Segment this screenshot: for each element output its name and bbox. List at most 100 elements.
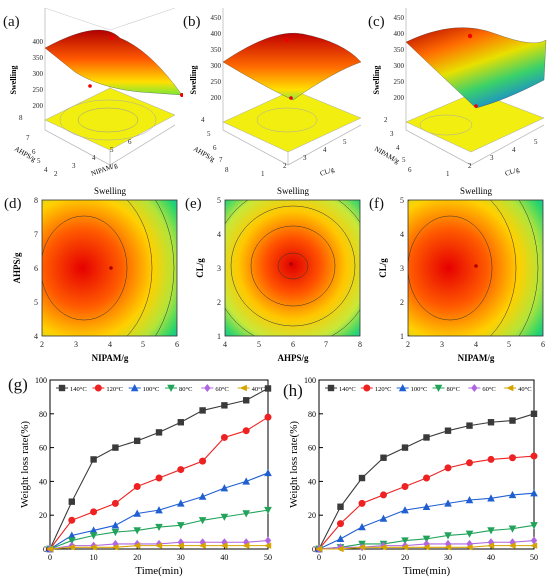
panel-label: (e) <box>185 196 202 212</box>
svg-text:7: 7 <box>26 134 30 142</box>
data-point <box>487 419 495 426</box>
data-point <box>111 521 120 529</box>
svg-text:4: 4 <box>396 144 400 152</box>
data-point <box>133 527 141 535</box>
data-point <box>130 384 139 392</box>
design-point <box>88 84 92 88</box>
data-point <box>198 542 206 549</box>
svg-text:200: 200 <box>394 94 405 102</box>
svg-text:6: 6 <box>213 144 217 152</box>
contour-plot-f: Swelling 5 4 3 2 1 2 3 4 5 6 NIPAM/g CL/… <box>378 186 545 363</box>
y-tick-label: 100 <box>304 376 316 385</box>
y-tick-label: 20 <box>39 511 47 520</box>
contour-panel-e: Swelling 5 4 3 2 1 4 5 6 7 8 AHPS/g CL/g… <box>183 180 366 365</box>
data-point <box>264 413 272 421</box>
x-axis-label: CL/g <box>319 165 336 178</box>
svg-text:8: 8 <box>358 340 362 349</box>
y-tick-labels: 5 4 3 2 1 <box>400 196 404 341</box>
data-point <box>423 539 430 548</box>
data-point <box>530 542 538 549</box>
data-point <box>444 427 452 434</box>
svg-text:3: 3 <box>303 154 307 162</box>
contour-field <box>408 200 543 336</box>
svg-text:2: 2 <box>468 162 472 170</box>
z-axis-label: Swelling <box>189 66 198 95</box>
legend-label: 120°C <box>375 386 392 393</box>
series-line <box>318 455 535 550</box>
svg-text:2: 2 <box>384 116 388 124</box>
x-tick-label: 10 <box>358 553 366 562</box>
y-axis-label: CL/g <box>378 258 388 278</box>
base-contour-plane <box>44 87 176 151</box>
base-contour-plane <box>222 89 362 153</box>
x-tick-label: 30 <box>177 553 185 562</box>
x-axis-label: NIPAM/g <box>90 161 119 178</box>
x-tick-label: 0 <box>48 553 52 562</box>
surface-panel-c: 450 400 350 300 250 200 Swelling 2 3 4 5… <box>366 0 550 180</box>
svg-text:8: 8 <box>34 196 38 205</box>
contour-plot-d: Swelling 8 7 6 5 4 2 3 4 5 6 NIPAM/g AHP… <box>12 186 179 363</box>
legend-label: 140°C <box>70 386 87 393</box>
y-tick-label: 80 <box>308 410 316 419</box>
data-point <box>177 466 185 474</box>
svg-text:6: 6 <box>291 340 295 349</box>
data-point <box>90 456 97 463</box>
svg-text:5: 5 <box>402 156 406 164</box>
data-point <box>90 508 98 516</box>
svg-text:4: 4 <box>108 340 112 349</box>
plot-frame <box>318 379 535 550</box>
data-point <box>94 384 102 392</box>
data-point <box>509 454 516 462</box>
data-point <box>167 384 175 392</box>
svg-text:300: 300 <box>394 62 405 70</box>
data-point <box>264 542 272 549</box>
data-point <box>401 444 409 451</box>
svg-text:350: 350 <box>33 54 44 62</box>
design-point <box>474 104 478 108</box>
y-axis-label: AHPS/g <box>12 252 22 284</box>
data-point <box>264 468 272 477</box>
legend-label: 40°C <box>252 386 265 393</box>
data-point <box>243 397 250 404</box>
svg-text:7: 7 <box>34 230 38 239</box>
center-point <box>289 262 293 266</box>
data-point <box>337 503 344 510</box>
panel-label: (h) <box>283 381 303 400</box>
legend-label: 140°C <box>339 386 356 393</box>
data-point <box>239 384 247 392</box>
data-point <box>220 433 228 441</box>
legend-label: 40°C <box>518 386 531 393</box>
line-panel-h: 0 20 40 60 80 100 0 10 20 30 40 50 Time(min) Weight l… <box>275 365 550 578</box>
x-tick-labels: 1 2 3 4 5 <box>261 138 347 178</box>
data-point <box>487 455 495 463</box>
contour-title: Swelling <box>277 186 310 196</box>
data-point <box>337 520 344 528</box>
data-point <box>423 474 430 482</box>
data-point <box>155 474 163 482</box>
contour-panel-f: Swelling 5 4 3 2 1 2 3 4 5 6 NIPAM/g CL/… <box>366 180 550 365</box>
x-tick-labels: 1 2 3 4 5 <box>446 138 538 178</box>
svg-text:6: 6 <box>408 166 412 174</box>
data-point <box>465 544 473 551</box>
svg-text:5: 5 <box>217 196 221 205</box>
data-point <box>358 523 366 531</box>
svg-text:3: 3 <box>440 340 444 349</box>
svg-text:250: 250 <box>211 78 222 86</box>
data-point <box>134 437 141 445</box>
x-axis-label: AHPS/g <box>277 353 309 363</box>
panel-label: (b) <box>183 14 201 30</box>
data-point <box>487 527 495 535</box>
data-point <box>422 535 431 543</box>
panel-label: (a) <box>3 14 20 30</box>
data-point <box>530 410 538 417</box>
center-point <box>109 266 113 270</box>
data-point <box>471 384 478 392</box>
y-tick-label: 40 <box>39 477 47 486</box>
data-point <box>487 494 495 502</box>
data-point <box>508 525 517 533</box>
surface-panel-b: 450 400 350 300 250 200 Swelling 4 5 6 7… <box>183 0 366 180</box>
z-axis-label: Swelling <box>9 66 18 95</box>
contour-field <box>225 200 360 336</box>
y-tick-label: 0 <box>43 545 47 554</box>
data-point <box>68 498 75 505</box>
